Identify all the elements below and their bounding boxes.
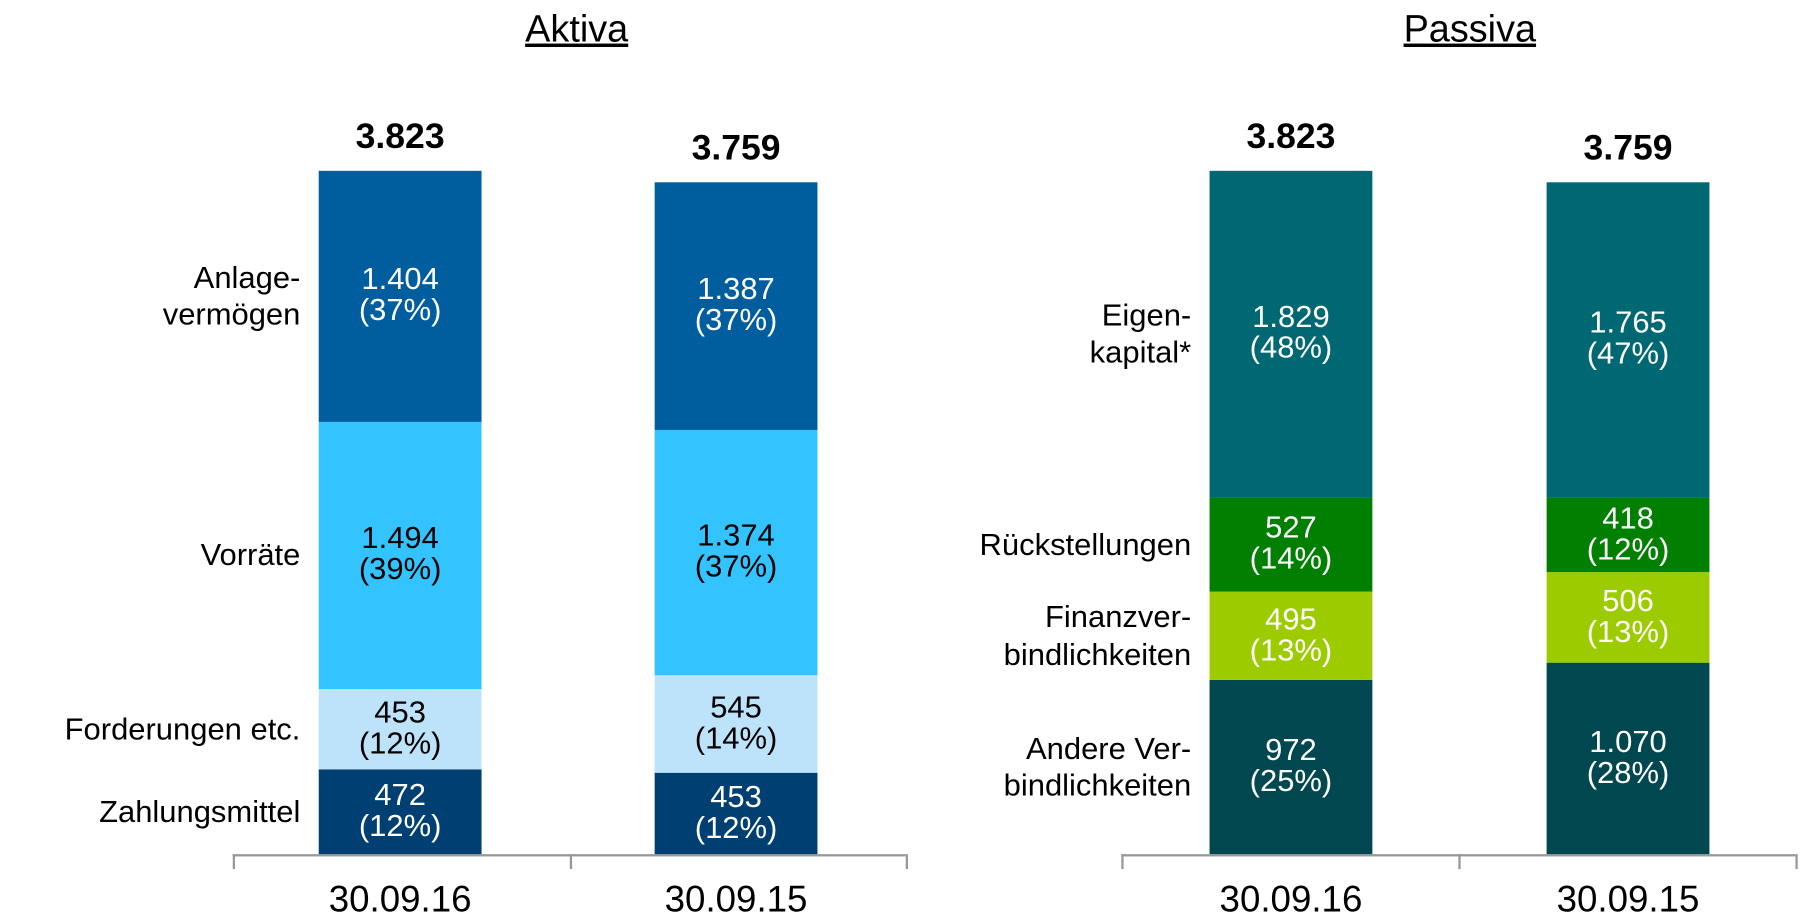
total-label: 3.759 [691,126,781,167]
share-label: (37%) [358,292,442,327]
series-label: Rückstellungen [979,527,1192,562]
share-label: (37%) [694,302,778,337]
share-label: (48%) [1249,330,1333,365]
value-label: 1.070 [1589,724,1667,759]
series-label: Forderungen etc. [64,712,301,747]
total-label: 3.823 [1246,115,1336,156]
x-tick-label: 30.09.15 [1556,878,1700,920]
share-label: (12%) [358,808,442,843]
chart-title: Aktiva [525,6,629,50]
bar-segment [318,688,482,770]
axis-tick [1795,854,1798,870]
series-label: Finanzver- bindlichkeiten [1003,599,1192,672]
share-label: (14%) [694,720,778,756]
value-label: 1.387 [697,271,775,306]
series-label: Vorräte [200,537,301,573]
bar-segment [654,675,818,774]
bar-segment [318,769,482,855]
value-label: 545 [710,689,762,725]
total-label: 3.759 [1583,126,1673,167]
series-label: Anlage- vermögen [162,259,301,332]
axis-tick [1121,854,1124,870]
total-label: 3.823 [355,115,445,156]
bar-segment [318,170,482,422]
value-label: 1.765 [1589,305,1667,340]
bar-segment [654,773,818,855]
bar-segment [1209,497,1373,592]
axis-tick [1458,854,1461,870]
value-label: 495 [1265,601,1317,637]
share-label: (12%) [358,725,442,761]
share-label: (47%) [1586,336,1670,371]
value-label: 472 [374,777,426,812]
value-label: 1.374 [697,518,775,553]
bar-segment [1209,680,1373,855]
share-label: (13%) [1249,632,1333,667]
share-label: (12%) [1586,531,1670,566]
axis-tick [569,854,572,870]
bar-segment [1546,497,1710,573]
share-label: (25%) [1249,763,1333,799]
series-label: Zahlungsmittel [99,794,301,830]
value-label: 1.404 [361,261,439,296]
series-label: Andere Ver- bindlichkeiten [1003,731,1192,803]
share-label: (28%) [1586,755,1670,790]
value-label: 453 [374,694,426,730]
bar-segment [1209,591,1373,681]
bar-segment [1546,662,1710,855]
series-label: Eigen- kapital* [1089,297,1192,370]
bar-segment [1546,572,1710,663]
value-label: 418 [1602,500,1654,535]
bar-segment [1209,170,1373,498]
share-label: (39%) [358,551,442,587]
x-tick-label: 30.09.15 [664,878,808,920]
share-label: (37%) [694,549,778,584]
bar-segment [1546,181,1710,498]
bar-segment [654,181,818,430]
bar-segment [654,429,818,676]
share-label: (14%) [1249,541,1333,576]
value-label: 972 [1265,732,1317,768]
value-label: 1.494 [361,520,439,556]
chart-title: Passiva [1403,6,1537,50]
axis-tick [905,854,909,870]
value-label: 506 [1602,583,1654,618]
share-label: (13%) [1586,614,1670,649]
axis-tick [232,854,236,870]
x-tick-label: 30.09.16 [1219,878,1363,920]
value-label: 527 [1265,510,1317,545]
x-tick-label: 30.09.16 [328,878,472,920]
share-label: (12%) [694,810,778,845]
bar-segment [318,421,482,689]
value-label: 1.829 [1252,299,1330,334]
x-axis [1121,854,1796,857]
value-label: 453 [710,779,762,814]
